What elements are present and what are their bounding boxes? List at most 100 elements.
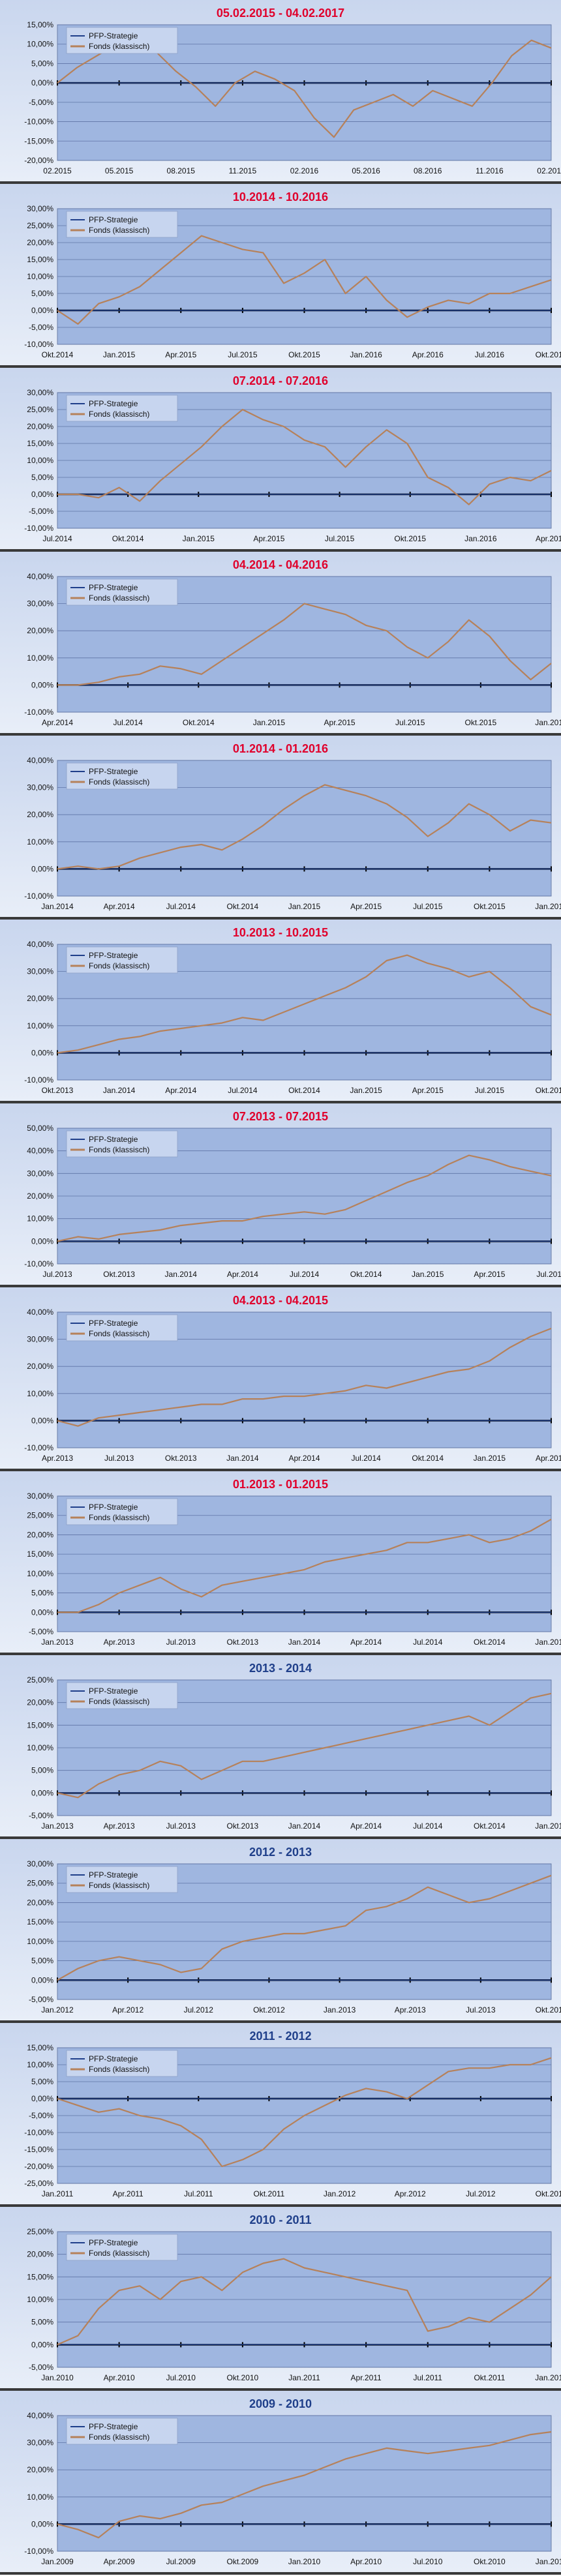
y-tick-label: 10,00% (27, 1937, 53, 1946)
chart-panel: 05.02.2015 - 04.02.2017 15,00% 10,00% 5,00%… (0, 0, 561, 181)
x-tick-label: Jan.2015 (474, 1454, 506, 1463)
y-tick-label: 0,00% (31, 1788, 53, 1797)
x-tick-label: 02.2016 (290, 166, 319, 175)
x-tick-label: Apr.2013 (42, 1454, 73, 1463)
line-chart: 30,00% 25,00% 20,00% 15,00% 10,00% 5,00% 0,00%… (27, 1859, 561, 2014)
panel-divider (0, 917, 561, 920)
y-tick-label: -20,00% (24, 2162, 53, 2171)
y-tick-label: -10,00% (24, 117, 53, 127)
x-tick-label: Jul.2011 (414, 2373, 443, 2382)
series-line-fonds-klassisch (57, 1327, 552, 1427)
x-tick-label: 02.2017 (537, 166, 561, 175)
y-tick-label: 0,00% (31, 1048, 53, 1057)
y-tick-label: 20,00% (27, 626, 53, 635)
chart-panel: 04.2013 - 04.2015 40,00% 30,00% 20,00% 10,00… (0, 1287, 561, 1469)
line-chart: 25,00% 20,00% 15,00% 10,00% 5,00% 0,00% -5,00%… (27, 2227, 561, 2382)
legend-box (66, 27, 178, 54)
legend-entry: PFP-Strategie (89, 1870, 138, 1880)
x-tick-label: Okt.2014 (474, 1821, 506, 1831)
x-tick-label: 08.2015 (167, 166, 196, 175)
y-tick-label: -5,00% (29, 1995, 53, 2004)
legend-box (66, 762, 178, 790)
y-tick-label: 40,00% (27, 2411, 53, 2420)
y-tick-label: 0,00% (31, 1608, 53, 1617)
x-tick-label: Okt.2014 (350, 1270, 382, 1279)
legend-box (66, 578, 178, 606)
y-tick-label: -5,00% (29, 98, 53, 107)
y-tick-label: 5,00% (31, 289, 53, 298)
y-tick-label: -5,00% (29, 2363, 53, 2372)
legend-entry: PFP-Strategie (89, 2238, 138, 2247)
line-chart: 15,00% 10,00% 5,00% 0,00% -5,00% -10,00% -15,0… (24, 2043, 561, 2198)
y-tick-label: 30,00% (27, 2438, 53, 2448)
legend-entry: PFP-Strategie (89, 215, 138, 224)
y-tick-label: 0,00% (31, 306, 53, 315)
y-tick-label: 5,00% (31, 2318, 53, 2327)
chart-title: 10.2014 - 10.2016 (232, 190, 329, 203)
chart-title: 04.2014 - 04.2016 (232, 558, 329, 571)
x-tick-label: Okt.2014 (183, 718, 215, 727)
y-tick-label: 15,00% (27, 1720, 53, 1730)
series-line-fonds-klassisch (57, 1692, 552, 1799)
chart-panel: 01.2013 - 01.2015 30,00% 25,00% 20,00% 15,00… (0, 1471, 561, 1653)
legend-entry: Fonds (klassisch) (89, 226, 149, 235)
panel-divider (0, 1469, 561, 1471)
x-tick-label: Jul.2014 (166, 902, 196, 911)
legend-box (66, 2234, 178, 2261)
y-tick-label: 25,00% (27, 1511, 53, 1520)
legend-entry: Fonds (klassisch) (89, 777, 149, 786)
series-line-fonds-klassisch (57, 2431, 552, 2539)
y-tick-label: 10,00% (27, 837, 53, 846)
x-tick-label: Apr.2013 (104, 1821, 135, 1831)
y-tick-label: 10,00% (27, 272, 53, 281)
x-tick-label: Okt.2011 (254, 2189, 285, 2198)
legend-box (66, 395, 178, 422)
y-tick-label: 5,00% (31, 1956, 53, 1966)
line-chart: 30,00% 25,00% 20,00% 15,00% 10,00% 5,00% 0,00%… (24, 388, 561, 543)
x-tick-label: Okt.2014 (288, 1086, 320, 1095)
y-tick-label: 10,00% (27, 1389, 53, 1398)
legend-entry: Fonds (klassisch) (89, 2065, 149, 2074)
y-tick-label: 5,00% (31, 1589, 53, 1598)
chart-title: 07.2014 - 07.2016 (232, 374, 329, 387)
y-tick-label: 30,00% (27, 783, 53, 792)
legend-entry: Fonds (klassisch) (89, 1697, 149, 1706)
y-tick-label: 10,00% (27, 1021, 53, 1030)
panel-divider (0, 2572, 561, 2575)
chart-panel: 04.2014 - 04.2016 40,00% 30,00% 20,00% 10,00… (0, 552, 561, 733)
y-tick-label: 20,00% (27, 1530, 53, 1539)
y-tick-label: 10,00% (27, 1569, 53, 1578)
x-tick-label: Okt.2014 (42, 350, 74, 359)
y-tick-label: 0,00% (31, 2519, 53, 2528)
y-tick-label: -10,00% (24, 708, 53, 717)
chart-title: 2012 - 2013 (249, 1846, 312, 1859)
x-tick-label: Jan.2010 (41, 2373, 74, 2382)
legend-box (66, 211, 178, 238)
legend-box (66, 1130, 178, 1158)
x-tick-label: Jan.2010 (288, 2557, 321, 2566)
x-tick-label: Okt.2013 (227, 1821, 259, 1831)
x-tick-label: Jul.2016 (475, 350, 505, 359)
y-tick-label: 30,00% (27, 967, 53, 976)
x-tick-label: Jul.2013 (166, 1821, 196, 1831)
y-tick-label: -20,00% (24, 156, 53, 165)
y-tick-label: 25,00% (27, 1879, 53, 1888)
x-tick-label: Jan.2013 (41, 1821, 74, 1831)
x-tick-label: Jan.2015 (350, 1086, 382, 1095)
legend-entry: Fonds (klassisch) (89, 1329, 149, 1338)
x-tick-label: Jul.2010 (166, 2373, 196, 2382)
panel-divider (0, 1285, 561, 1287)
legend-entry: PFP-Strategie (89, 31, 138, 40)
legend-entry: Fonds (klassisch) (89, 410, 149, 419)
chart-title: 05.02.2015 - 04.02.2017 (216, 7, 345, 20)
panel-divider (0, 181, 561, 184)
x-tick-label: Jan.2016 (350, 350, 382, 359)
legend-box (66, 946, 178, 974)
series-line-fonds-klassisch (57, 1874, 552, 1981)
y-tick-label: 0,00% (31, 2094, 53, 2103)
x-tick-label: Apr.2015 (474, 1270, 505, 1279)
legend-entry: PFP-Strategie (89, 1503, 138, 1512)
